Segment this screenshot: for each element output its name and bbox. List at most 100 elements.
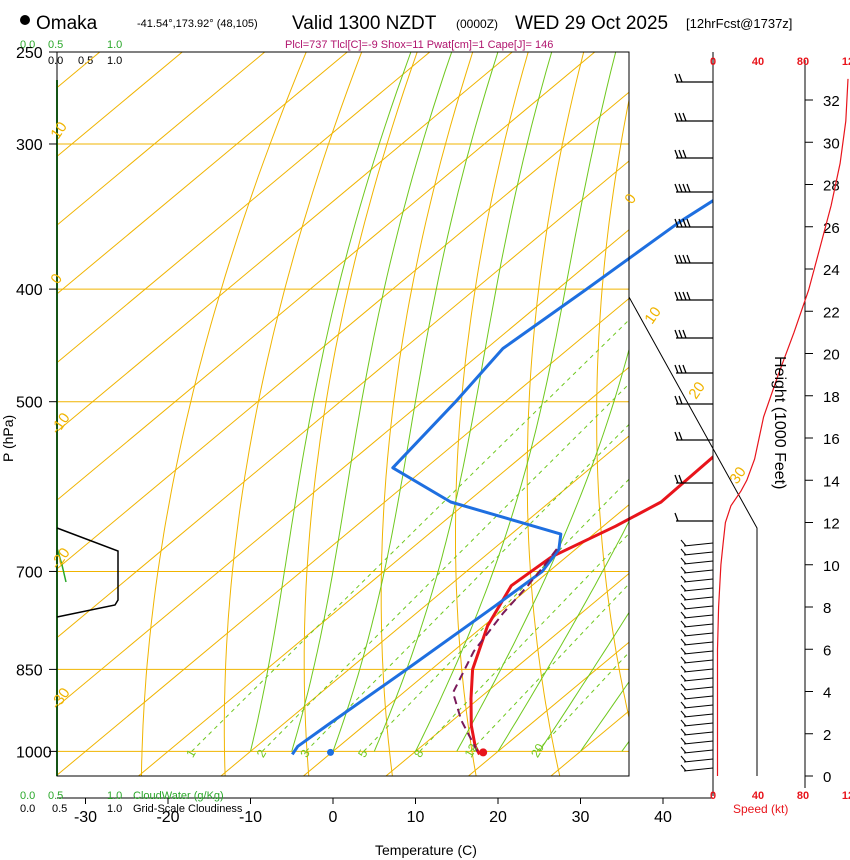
wind-barb-small [680, 539, 714, 547]
speed-tick-bottom: 80 [797, 790, 809, 802]
wind-barb-small [680, 647, 714, 655]
speed-profile-line [716, 78, 849, 776]
height-tick-label: 14 [823, 473, 840, 490]
isotherm-label: -10 [47, 410, 73, 438]
mixing-ratio-label: 5 [355, 747, 371, 760]
axes [56, 51, 806, 799]
mixing-ratio-line [363, 478, 629, 752]
valid-time: Valid 1300 NZDT [292, 13, 437, 34]
series-temperature [469, 455, 713, 756]
x-tick-label: 30 [572, 809, 590, 826]
gc-tick-1: 0.5 [52, 803, 67, 815]
isotherm-line [57, 52, 348, 295]
isotherm-line [57, 52, 101, 89]
wind-barb [674, 291, 713, 301]
dry-adiabat-line [303, 52, 418, 776]
cw-tick-1: 0.5 [48, 790, 63, 802]
moist-adiabat-line [580, 680, 629, 752]
surface-dew-marker [327, 748, 335, 756]
series-dew-point [291, 198, 713, 756]
moist-adiabat-line [497, 520, 629, 752]
dry-adiabat-line [141, 52, 307, 776]
height-tick-label: 12 [823, 516, 840, 533]
x-tick-label: 0 [329, 809, 338, 826]
top-cloud-tick-green-2: 1.0 [107, 39, 122, 51]
sounding-series [291, 198, 713, 757]
wind-barb [674, 254, 713, 264]
mixing-ratio-lines [191, 319, 629, 752]
wind-barb-small [680, 620, 714, 628]
wind-barb-small [680, 737, 714, 745]
x-axis-label: Temperature (C) [375, 842, 477, 858]
cw-tick-0: 0.0 [20, 790, 35, 802]
y-tick-label: 500 [16, 395, 43, 412]
moist-adiabat-line [332, 52, 499, 752]
height-axis-label: Height (1000 Feet) [771, 356, 788, 489]
height-tick-label: 10 [823, 558, 840, 575]
height-tick-label: 6 [823, 642, 831, 659]
moist-adiabat-line [373, 52, 553, 752]
wind-barb-small [680, 764, 714, 772]
dry-adiabat-line [729, 52, 811, 776]
x-tick-label: -30 [74, 809, 97, 826]
y-tick-label: 1000 [16, 744, 52, 761]
height-tick-label: 32 [823, 93, 840, 110]
wind-barb [674, 474, 713, 484]
speed-tick-bottom: 12 [842, 790, 850, 802]
series-parcel [452, 544, 561, 752]
cw-tick-2: 1.0 [107, 790, 122, 802]
dry-adiabat-line [223, 52, 363, 776]
wind-barb-small [680, 728, 714, 736]
moist-adiabat-line [621, 740, 629, 752]
dry-adiabat-lines [141, 52, 850, 776]
mixing-ratio-line [469, 583, 629, 752]
isotherm-line [138, 366, 629, 776]
utc-time: (0000Z) [456, 17, 498, 31]
height-tick-label: 18 [823, 389, 840, 406]
wind-barb-small [680, 674, 714, 682]
isotherm-line [57, 52, 596, 501]
indices-line: Plcl=737 Tlcl[C]=-9 Shox=11 Pwat[cm]=1 C… [285, 39, 553, 51]
wind-barb [674, 431, 713, 441]
x-tick-label: 10 [407, 809, 425, 826]
wind-barb-small [680, 566, 714, 574]
speed-tick-bottom: 40 [752, 790, 764, 802]
isotherm-line [57, 91, 629, 570]
isotherm-label: 10 [47, 119, 70, 142]
surface-temp-marker [479, 748, 488, 757]
height-tick-label: 28 [823, 178, 840, 195]
dry-adiabat-line [526, 52, 585, 776]
gc-tick-0: 0.0 [20, 803, 35, 815]
height-tick-label: 8 [823, 600, 831, 617]
station-coords: -41.54°,173.92° (48,105) [137, 18, 258, 30]
mixing-ratio-label: 2 [254, 747, 270, 760]
y-tick-label: 300 [16, 137, 43, 154]
moist-adiabat-line [538, 611, 629, 752]
wind-barb [674, 183, 713, 193]
isotherm-label: 30 [726, 464, 749, 487]
mixing-ratio-line [305, 423, 629, 752]
height-tick-label: 30 [823, 135, 840, 152]
isotherm-line [385, 572, 629, 776]
plot-frame [56, 51, 630, 777]
wind-barb-small [680, 548, 714, 556]
x-tick-label: 20 [489, 809, 507, 826]
wind-barb-small [680, 638, 714, 646]
isotherm-line [220, 435, 629, 776]
speed-tick-top: 12 [842, 56, 850, 68]
top-cloud-tick-black-0: 0.0 [48, 55, 63, 67]
height-tick-label: 22 [823, 304, 840, 321]
isotherm-label: -30 [47, 685, 73, 713]
bottom-legend: 0.0 0.5 1.0 CloudWater (g/Kg) 0.0 0.5 1.… [20, 790, 243, 815]
dry-adiabat-line [792, 52, 850, 776]
mixing-ratio-line [536, 651, 629, 752]
isotherm-line [57, 160, 629, 639]
wind-barb [674, 73, 713, 83]
wind-barb-small [680, 602, 714, 610]
dry-adiabat-line [596, 97, 629, 720]
height-tick-label: 16 [823, 431, 840, 448]
